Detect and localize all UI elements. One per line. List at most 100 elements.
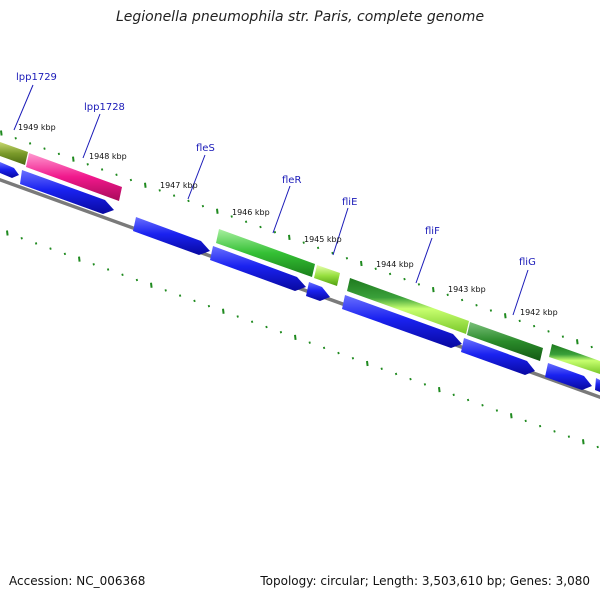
minor-tick xyxy=(403,277,406,281)
minor-tick xyxy=(100,168,104,171)
outer-tick-ruler xyxy=(0,130,593,349)
cds-arrow[interactable] xyxy=(0,162,19,178)
gene-bar-next[interactable] xyxy=(549,344,600,374)
minor-tick xyxy=(193,299,196,303)
minor-tick xyxy=(20,236,23,240)
minor-tick xyxy=(460,298,464,302)
cds-arrow[interactable] xyxy=(20,170,114,214)
gene-bar-fliG[interactable] xyxy=(467,322,543,361)
gene-bar-fliE[interactable] xyxy=(314,265,340,286)
major-tick xyxy=(216,208,219,214)
cds-arrow[interactable] xyxy=(595,378,600,392)
minor-tick xyxy=(244,220,248,223)
cds-arrow[interactable] xyxy=(461,338,535,375)
minor-tick xyxy=(236,315,239,318)
minor-tick xyxy=(34,242,38,245)
minor-tick xyxy=(553,430,556,433)
major-tick xyxy=(288,234,291,241)
minor-tick xyxy=(446,293,449,297)
page-title: Legionella pneumophila str. Paris, compl… xyxy=(115,9,485,25)
minor-tick xyxy=(561,335,565,338)
gene-label[interactable]: fliG xyxy=(519,257,536,268)
minor-tick xyxy=(178,294,182,297)
minor-tick xyxy=(63,252,67,256)
minor-tick xyxy=(86,163,89,166)
gene-label-leaders xyxy=(13,84,529,316)
kbp-label: 1948 kbp xyxy=(89,152,127,161)
inner-tick-ruler xyxy=(6,230,599,449)
minor-tick xyxy=(345,257,349,260)
minor-tick xyxy=(121,273,124,277)
minor-tick xyxy=(187,199,190,203)
genome-stats-label: Topology: circular; Length: 3,503,610 bp… xyxy=(260,574,590,588)
major-tick xyxy=(438,386,441,393)
gene-label[interactable]: fliF xyxy=(425,226,440,237)
cds-arrow[interactable] xyxy=(342,295,462,348)
gene-bar-lpp1728[interactable] xyxy=(26,153,122,201)
cds-arrow[interactable] xyxy=(545,363,592,390)
major-tick xyxy=(432,286,435,293)
minor-tick xyxy=(331,251,334,255)
minor-tick xyxy=(475,304,478,307)
gene-label[interactable]: lpp1729 xyxy=(16,72,57,83)
major-tick xyxy=(504,313,507,319)
major-tick xyxy=(366,360,369,367)
minor-tick xyxy=(524,419,527,423)
minor-tick xyxy=(322,346,326,350)
gene-label[interactable]: fleR xyxy=(282,175,301,186)
minor-tick xyxy=(43,147,46,150)
minor-tick xyxy=(590,345,593,349)
minor-tick xyxy=(316,246,320,250)
kbp-label: 1945 kbp xyxy=(304,235,342,244)
cds-arrow[interactable] xyxy=(133,217,210,255)
minor-tick xyxy=(452,393,455,397)
minor-tick xyxy=(567,435,571,438)
gene-track xyxy=(0,142,600,374)
minor-tick xyxy=(489,309,493,312)
gene-bar-fleR[interactable] xyxy=(216,229,315,277)
minor-tick xyxy=(273,230,277,234)
accession-label: Accession: NC_006368 xyxy=(9,574,146,588)
gene-bar-fliF[interactable] xyxy=(347,278,469,334)
minor-tick xyxy=(164,289,167,292)
kbp-label: 1944 kbp xyxy=(376,260,414,269)
kbp-label: 1946 kbp xyxy=(232,208,270,217)
minor-tick xyxy=(596,445,599,449)
kbp-label: 1942 kbp xyxy=(520,308,558,317)
minor-tick xyxy=(374,267,377,270)
kbp-label: 1947 kbp xyxy=(160,181,198,190)
major-tick xyxy=(294,334,297,341)
minor-tick xyxy=(538,424,542,428)
gene-labels: lpp1729 lpp1728 fleS fleR fliE fliF fliG xyxy=(16,72,536,268)
minor-tick xyxy=(14,136,17,140)
minor-tick xyxy=(518,319,521,323)
gene-label[interactable]: lpp1728 xyxy=(84,102,125,113)
major-tick xyxy=(582,439,585,445)
kbp-label: 1943 kbp xyxy=(448,285,486,294)
major-tick xyxy=(78,256,81,262)
minor-tick xyxy=(417,283,421,286)
minor-tick xyxy=(172,194,176,197)
minor-tick xyxy=(409,377,412,381)
minor-tick xyxy=(28,142,32,145)
gene-label[interactable]: fleS xyxy=(196,143,215,154)
cds-arrow[interactable] xyxy=(306,282,330,301)
major-tick xyxy=(510,413,513,419)
major-tick xyxy=(6,230,9,236)
cds-arrow[interactable] xyxy=(210,246,306,291)
minor-tick xyxy=(481,404,484,407)
kbp-label: 1949 kbp xyxy=(18,123,56,132)
gene-bar-lpp1729[interactable] xyxy=(0,142,28,165)
minor-tick xyxy=(308,341,311,344)
gene-label[interactable]: fliE xyxy=(342,197,357,208)
minor-tick xyxy=(106,268,110,271)
minor-tick xyxy=(158,189,161,192)
minor-tick xyxy=(230,215,233,218)
minor-tick xyxy=(259,225,262,229)
minor-tick xyxy=(495,409,499,412)
minor-tick xyxy=(337,351,340,355)
minor-tick xyxy=(279,330,283,334)
major-tick xyxy=(150,282,153,288)
minor-tick xyxy=(380,367,383,370)
